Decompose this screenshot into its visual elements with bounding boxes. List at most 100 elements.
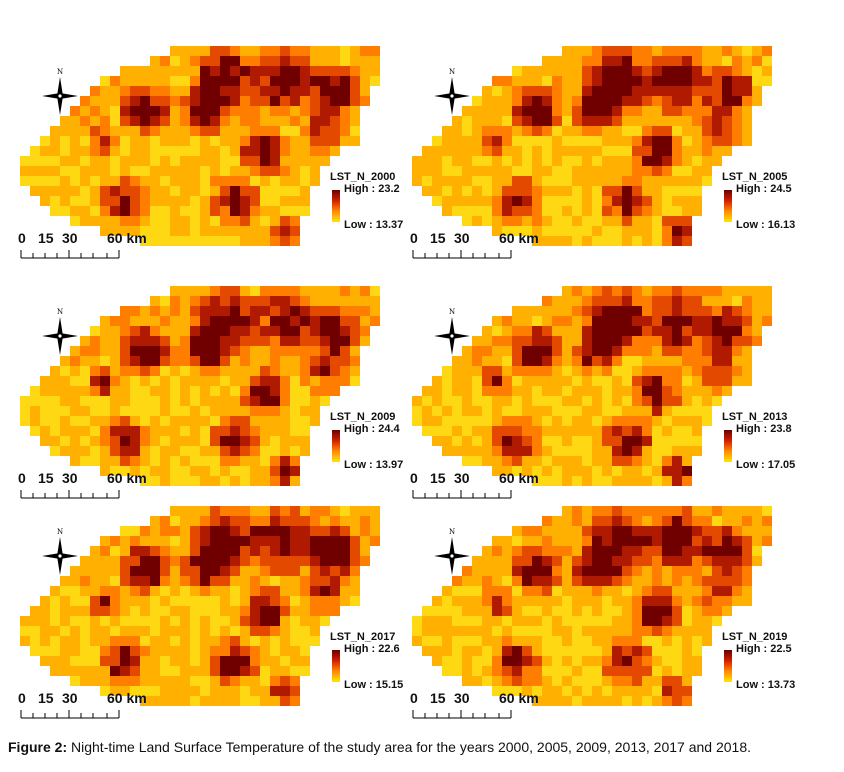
raster-cell (592, 196, 602, 206)
raster-cell (230, 476, 240, 486)
raster-cell (642, 226, 652, 236)
raster-cell (150, 166, 160, 176)
raster-cell (370, 316, 380, 326)
raster-cell (502, 186, 512, 196)
raster-cell (90, 96, 100, 106)
raster-cell (562, 216, 572, 226)
raster-cell (502, 136, 512, 146)
raster-cell (290, 306, 300, 316)
raster-cell (70, 126, 80, 136)
raster-cell (612, 396, 622, 406)
raster-cell (432, 426, 442, 436)
raster-cell (492, 206, 502, 216)
raster-cell (170, 586, 180, 596)
raster-cell (210, 146, 220, 156)
raster-cell (462, 156, 472, 166)
raster-cell (552, 206, 562, 216)
raster-cell (110, 96, 120, 106)
raster-cell (692, 406, 702, 416)
raster-cell (280, 616, 290, 626)
raster-cell (110, 576, 120, 586)
raster-cell (140, 106, 150, 116)
raster-cell (200, 656, 210, 666)
raster-cell (180, 676, 190, 686)
raster-cell (40, 626, 50, 636)
raster-cell (80, 356, 90, 366)
raster-cell (350, 546, 360, 556)
raster-cell (150, 236, 160, 246)
raster-cell (170, 646, 180, 656)
raster-cell (742, 356, 752, 366)
raster-cell (462, 566, 472, 576)
raster-cell (612, 136, 622, 146)
raster-cell (492, 546, 502, 556)
raster-cell (522, 626, 532, 636)
raster-cell (310, 566, 320, 576)
raster-cell (250, 636, 260, 646)
raster-cell (472, 156, 482, 166)
raster-cell (432, 136, 442, 146)
raster-cell (60, 166, 70, 176)
raster-cell (592, 616, 602, 626)
raster-cell (150, 96, 160, 106)
raster-cell (280, 416, 290, 426)
raster-cell (662, 356, 672, 366)
raster-cell (442, 446, 452, 456)
raster-cell (50, 646, 60, 656)
raster-cell (522, 676, 532, 686)
raster-cell (350, 76, 360, 86)
raster-cell (512, 316, 522, 326)
raster-cell (140, 536, 150, 546)
raster-cell (522, 66, 532, 76)
raster-cell (130, 166, 140, 176)
raster-cell (90, 456, 100, 466)
raster-cell (482, 616, 492, 626)
raster-cell (522, 576, 532, 586)
raster-cell (502, 536, 512, 546)
raster-cell (472, 566, 482, 576)
raster-cell (70, 626, 80, 636)
raster-cell (732, 286, 742, 296)
raster-cell (110, 196, 120, 206)
raster-cell (702, 616, 712, 626)
raster-cell (472, 346, 482, 356)
raster-cell (492, 596, 502, 606)
raster-cell (732, 546, 742, 556)
raster-cell (472, 146, 482, 156)
raster-cell (340, 86, 350, 96)
raster-cell (190, 286, 200, 296)
raster-cell (752, 286, 762, 296)
raster-cell (562, 76, 572, 86)
raster-cell (240, 476, 250, 486)
raster-cell (200, 136, 210, 146)
raster-cell (200, 576, 210, 586)
raster-cell (120, 466, 130, 476)
raster-cell (602, 176, 612, 186)
raster-cell (622, 666, 632, 676)
raster-cell (190, 166, 200, 176)
raster-cell (532, 96, 542, 106)
raster-cell (140, 426, 150, 436)
raster-cell (682, 586, 692, 596)
raster-cell (160, 216, 170, 226)
raster-cell (622, 396, 632, 406)
raster-cell (280, 236, 290, 246)
raster-cell (210, 236, 220, 246)
raster-cell (572, 116, 582, 126)
raster-cell (70, 116, 80, 126)
raster-cell (180, 476, 190, 486)
raster-cell (70, 136, 80, 146)
raster-cell (130, 536, 140, 546)
raster-cell (180, 186, 190, 196)
raster-cell (682, 676, 692, 686)
raster-cell (442, 146, 452, 156)
raster-cell (482, 396, 492, 406)
raster-cell (532, 536, 542, 546)
raster-cell (160, 366, 170, 376)
raster-cell (80, 96, 90, 106)
raster-cell (652, 686, 662, 696)
raster-cell (632, 106, 642, 116)
raster-cell (492, 196, 502, 206)
raster-cell (240, 306, 250, 316)
raster-cell (220, 216, 230, 226)
